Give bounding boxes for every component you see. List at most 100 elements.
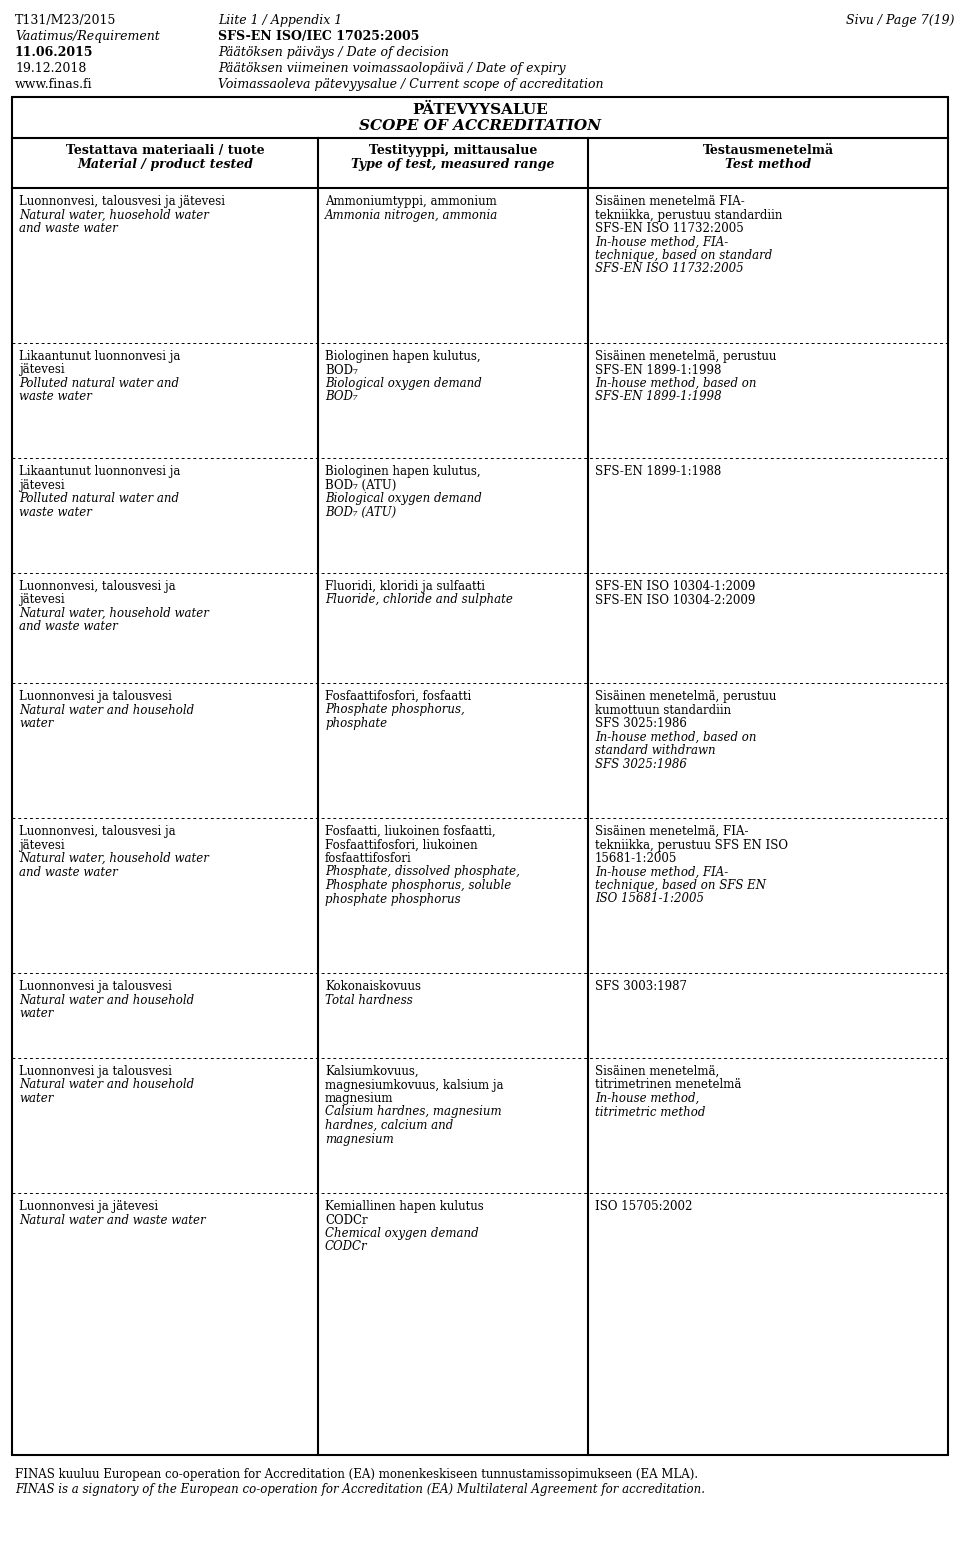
Text: titrimetric method: titrimetric method — [595, 1105, 706, 1119]
Text: Likaantunut luonnonvesi ja: Likaantunut luonnonvesi ja — [19, 351, 180, 363]
Text: BOD₇: BOD₇ — [325, 391, 358, 404]
Text: Natural water, household water: Natural water, household water — [19, 607, 209, 619]
Text: Natural water, huosehold water: Natural water, huosehold water — [19, 208, 209, 222]
Text: Päätöksen viimeinen voimassaolopäivä / Date of expiry: Päätöksen viimeinen voimassaolopäivä / D… — [218, 62, 565, 74]
Text: and waste water: and waste water — [19, 866, 118, 878]
Text: jätevesi: jätevesi — [19, 838, 64, 852]
Text: titrimetrinen menetelmä: titrimetrinen menetelmä — [595, 1079, 741, 1091]
Text: SFS-EN 1899-1:1998: SFS-EN 1899-1:1998 — [595, 363, 721, 377]
Text: SFS-EN ISO 11732:2005: SFS-EN ISO 11732:2005 — [595, 222, 744, 234]
Text: tekniikka, perustuu standardiin: tekniikka, perustuu standardiin — [595, 208, 782, 222]
Text: Sisäinen menetelmä FIA-: Sisäinen menetelmä FIA- — [595, 196, 745, 208]
Text: 19.12.2018: 19.12.2018 — [15, 62, 86, 74]
Text: water: water — [19, 1093, 54, 1105]
Text: Natural water and household: Natural water and household — [19, 1079, 194, 1091]
Text: Fosfaattifosfori, liukoinen: Fosfaattifosfori, liukoinen — [325, 838, 478, 852]
Text: Chemical oxygen demand: Chemical oxygen demand — [325, 1228, 479, 1240]
Text: Natural water and waste water: Natural water and waste water — [19, 1214, 205, 1226]
Text: In-house method, FIA-: In-house method, FIA- — [595, 236, 729, 248]
Text: waste water: waste water — [19, 391, 92, 404]
Text: Polluted natural water and: Polluted natural water and — [19, 492, 179, 504]
Text: magnesiumkovuus, kalsium ja: magnesiumkovuus, kalsium ja — [325, 1079, 503, 1091]
Text: and waste water: and waste water — [19, 222, 118, 234]
Text: and waste water: and waste water — [19, 621, 118, 633]
Text: technique, based on standard: technique, based on standard — [595, 248, 772, 262]
Text: phosphate phosphorus: phosphate phosphorus — [325, 892, 461, 905]
Text: jätevesi: jätevesi — [19, 478, 64, 492]
Text: PÄTEVYYSALUE: PÄTEVYYSALUE — [412, 102, 548, 116]
Text: Luonnonvesi, talousvesi ja jätevesi: Luonnonvesi, talousvesi ja jätevesi — [19, 196, 225, 208]
Text: Natural water and household: Natural water and household — [19, 703, 194, 717]
Text: Testattava materiaali / tuote: Testattava materiaali / tuote — [65, 144, 264, 157]
Text: Biologinen hapen kulutus,: Biologinen hapen kulutus, — [325, 351, 481, 363]
Text: SFS 3003:1987: SFS 3003:1987 — [595, 979, 687, 993]
Text: Kokonaiskovuus: Kokonaiskovuus — [325, 979, 421, 993]
Text: Sisäinen menetelmä, perustuu: Sisäinen menetelmä, perustuu — [595, 691, 777, 703]
Text: BOD₇ (ATU): BOD₇ (ATU) — [325, 506, 396, 518]
Text: Likaantunut luonnonvesi ja: Likaantunut luonnonvesi ja — [19, 466, 180, 478]
Text: ISO 15681-1:2005: ISO 15681-1:2005 — [595, 892, 704, 905]
Text: Biological oxygen demand: Biological oxygen demand — [325, 492, 482, 504]
Text: Sisäinen menetelmä, perustuu: Sisäinen menetelmä, perustuu — [595, 351, 777, 363]
Text: standard withdrawn: standard withdrawn — [595, 743, 715, 757]
Text: Phosphate phosphorus, soluble: Phosphate phosphorus, soluble — [325, 878, 512, 892]
Text: Liite 1 / Appendix 1: Liite 1 / Appendix 1 — [218, 14, 343, 26]
Text: Testityyppi, mittausalue: Testityyppi, mittausalue — [369, 144, 538, 157]
Text: Biological oxygen demand: Biological oxygen demand — [325, 377, 482, 390]
Text: Päätöksen päiväys / Date of decision: Päätöksen päiväys / Date of decision — [218, 47, 449, 59]
Text: jätevesi: jätevesi — [19, 363, 64, 377]
Text: www.finas.fi: www.finas.fi — [15, 78, 92, 92]
Text: waste water: waste water — [19, 506, 92, 518]
Text: Luonnonvesi, talousvesi ja: Luonnonvesi, talousvesi ja — [19, 826, 176, 838]
Text: Luonnonvesi ja jätevesi: Luonnonvesi ja jätevesi — [19, 1200, 158, 1214]
Text: In-house method, FIA-: In-house method, FIA- — [595, 866, 729, 878]
Text: jätevesi: jätevesi — [19, 593, 64, 607]
Text: 15681-1:2005: 15681-1:2005 — [595, 852, 678, 864]
Bar — [12, 96, 948, 1456]
Text: SCOPE OF ACCREDITATION: SCOPE OF ACCREDITATION — [359, 120, 601, 133]
Text: magnesium: magnesium — [325, 1093, 394, 1105]
Text: Luonnonvesi, talousvesi ja: Luonnonvesi, talousvesi ja — [19, 580, 176, 593]
Text: SFS-EN ISO 10304-1:2009: SFS-EN ISO 10304-1:2009 — [595, 580, 756, 593]
Text: ISO 15705:2002: ISO 15705:2002 — [595, 1200, 692, 1214]
Text: Luonnonvesi ja talousvesi: Luonnonvesi ja talousvesi — [19, 1065, 172, 1079]
Text: phosphate: phosphate — [325, 717, 387, 729]
Text: Kemiallinen hapen kulutus: Kemiallinen hapen kulutus — [325, 1200, 484, 1214]
Text: FINAS kuuluu European co-operation for Accreditation (EA) monenkeskiseen tunnust: FINAS kuuluu European co-operation for A… — [15, 1468, 698, 1481]
Text: fosfaattifosfori: fosfaattifosfori — [325, 852, 412, 864]
Text: BOD₇: BOD₇ — [325, 363, 358, 377]
Text: Natural water and household: Natural water and household — [19, 993, 194, 1007]
Text: In-house method, based on: In-house method, based on — [595, 731, 756, 743]
Text: SFS-EN ISO 10304-2:2009: SFS-EN ISO 10304-2:2009 — [595, 593, 756, 607]
Text: SFS 3025:1986: SFS 3025:1986 — [595, 757, 686, 770]
Text: Natural water, household water: Natural water, household water — [19, 852, 209, 864]
Text: Testausmenetelmä: Testausmenetelmä — [703, 144, 833, 157]
Text: 11.06.2015: 11.06.2015 — [15, 47, 93, 59]
Text: water: water — [19, 1007, 54, 1020]
Text: technique, based on SFS EN: technique, based on SFS EN — [595, 878, 766, 892]
Text: Voimassaoleva pätevyysalue / Current scope of accreditation: Voimassaoleva pätevyysalue / Current sco… — [218, 78, 604, 92]
Text: SFS-EN ISO/IEC 17025:2005: SFS-EN ISO/IEC 17025:2005 — [218, 29, 420, 43]
Text: Vaatimus/Requirement: Vaatimus/Requirement — [15, 29, 159, 43]
Text: SFS-EN ISO 11732:2005: SFS-EN ISO 11732:2005 — [595, 262, 744, 276]
Text: SFS-EN 1899-1:1988: SFS-EN 1899-1:1988 — [595, 466, 721, 478]
Text: Type of test, measured range: Type of test, measured range — [351, 158, 555, 171]
Text: Polluted natural water and: Polluted natural water and — [19, 377, 179, 390]
Text: Sisäinen menetelmä, FIA-: Sisäinen menetelmä, FIA- — [595, 826, 749, 838]
Text: Sivu / Page 7(19): Sivu / Page 7(19) — [847, 14, 955, 26]
Text: Ammonia nitrogen, ammonia: Ammonia nitrogen, ammonia — [325, 208, 498, 222]
Text: In-house method,: In-house method, — [595, 1093, 699, 1105]
Text: Sisäinen menetelmä,: Sisäinen menetelmä, — [595, 1065, 719, 1079]
Text: Test method: Test method — [725, 158, 811, 171]
Text: SFS 3025:1986: SFS 3025:1986 — [595, 717, 686, 729]
Text: Fluoridi, kloridi ja sulfaatti: Fluoridi, kloridi ja sulfaatti — [325, 580, 485, 593]
Text: Fosfaattifosfori, fosfaatti: Fosfaattifosfori, fosfaatti — [325, 691, 471, 703]
Text: Fosfaatti, liukoinen fosfaatti,: Fosfaatti, liukoinen fosfaatti, — [325, 826, 495, 838]
Text: In-house method, based on: In-house method, based on — [595, 377, 756, 390]
Text: SFS-EN 1899-1:1998: SFS-EN 1899-1:1998 — [595, 391, 722, 404]
Text: Calsium hardnes, magnesium: Calsium hardnes, magnesium — [325, 1105, 502, 1119]
Text: Biologinen hapen kulutus,: Biologinen hapen kulutus, — [325, 466, 481, 478]
Text: FINAS is a signatory of the European co-operation for Accreditation (EA) Multila: FINAS is a signatory of the European co-… — [15, 1484, 705, 1496]
Text: Material / product tested: Material / product tested — [77, 158, 253, 171]
Text: Luonnonvesi ja talousvesi: Luonnonvesi ja talousvesi — [19, 691, 172, 703]
